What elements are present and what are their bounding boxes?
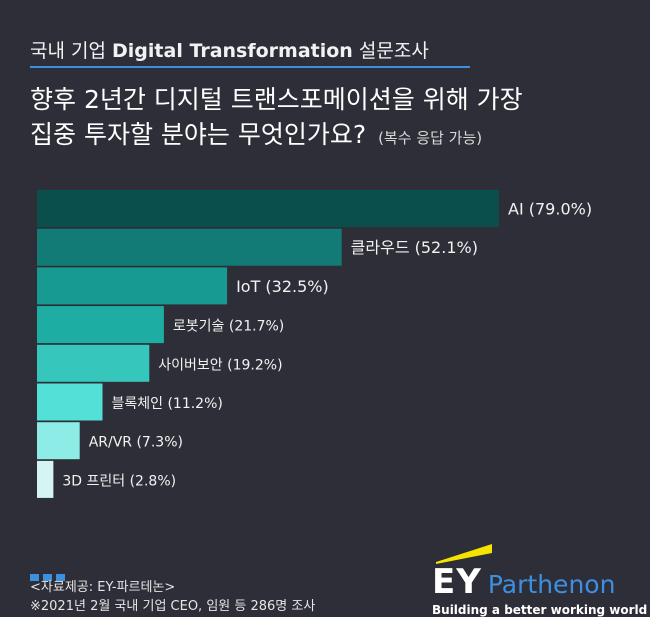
bar-label-6: AR/VR (7.3%) (89, 435, 183, 451)
bar-6 (37, 422, 80, 460)
question-note: (복수 응답 가능) (378, 129, 483, 147)
question-line-2: 집중 투자할 분야는 무엇인가요? (30, 120, 367, 149)
decor-squares (30, 566, 69, 585)
bar-chart: AI (79.0%) 클라우드 (52.1%) IoT (32.5%) 로봇기술 (2… (37, 190, 592, 498)
bar-label-3: 로봇기술 (21.7%) (173, 319, 284, 335)
bar-4 (37, 344, 150, 382)
survey-underline (30, 66, 470, 68)
survey-title-en: Digital Transformation (112, 40, 353, 62)
bar-5 (37, 383, 103, 421)
bar-label-1: 클라우드 (52.1%) (351, 238, 478, 257)
survey-suffix: 설문조사 (358, 40, 429, 62)
question-title: 향후 2년간 디지털 트랜스포메이션을 위해 가장 집중 투자할 분야는 무엇인… (30, 82, 523, 156)
bar-3 (37, 306, 164, 344)
survey-prefix: 국내 기업 (30, 40, 106, 62)
question-line-1: 향후 2년간 디지털 트랜스포메이션을 위해 가장 (30, 85, 523, 114)
bar-label-5: 블록체인 (11.2%) (111, 396, 222, 412)
source-block: <자료제공: EY-파르테논> ※2021년 2월 국내 기업 CEO, 임원 … (30, 578, 315, 616)
source-credit: <자료제공: EY-파르테논> (30, 580, 176, 595)
bar-2 (37, 267, 228, 305)
logo-tagline: Building a better working world (432, 603, 648, 617)
bar-label-0: AI (79.0%) (508, 200, 592, 219)
logo-brand: Parthenon (487, 570, 616, 599)
decor-square (30, 574, 39, 581)
bar-7 (37, 460, 54, 498)
decor-square (56, 574, 65, 581)
bar-label-4: 사이버보안 (19.2%) (158, 357, 282, 373)
bar-label-2: IoT (32.5%) (236, 277, 329, 296)
logo-accent-beam (436, 544, 492, 564)
bar-1 (37, 228, 342, 266)
survey-note: ※2021년 2월 국내 기업 CEO, 임원 등 286명 조사 (30, 599, 316, 614)
logo-text: EY Parthenon (432, 562, 615, 602)
decor-square (43, 574, 52, 581)
bar-label-7: 3D 프린터 (2.8%) (62, 473, 176, 489)
survey-label: 국내 기업 Digital Transformation 설문조사 (30, 36, 429, 63)
ey-parthenon-logo: EY Parthenon Building a better working wo… (432, 540, 647, 617)
bar-0 (37, 190, 499, 227)
logo-ey: EY (432, 562, 482, 602)
